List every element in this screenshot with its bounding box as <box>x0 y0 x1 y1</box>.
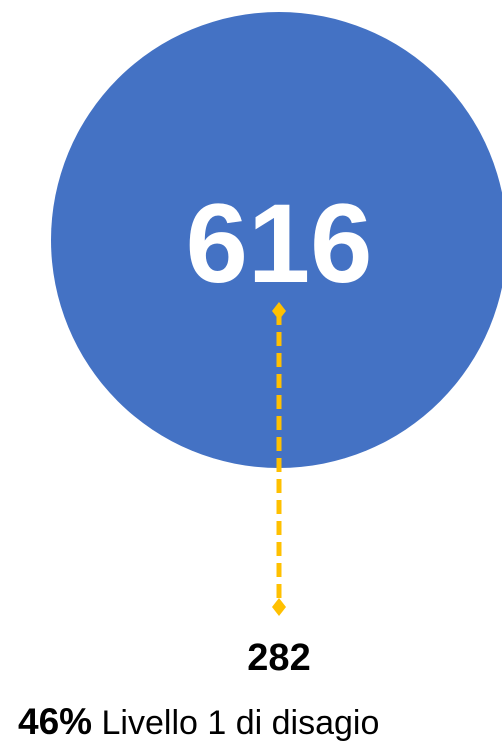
total-value: 616 <box>186 181 373 306</box>
share-label: Livello 1 di disagio <box>102 704 380 742</box>
share-line: 46% Livello 1 di disagio <box>18 701 379 742</box>
subset-value: 282 <box>247 637 310 679</box>
circle <box>51 12 502 468</box>
share-percent: 46% <box>18 701 92 742</box>
connector-end <box>272 598 286 616</box>
connector-start <box>272 302 286 320</box>
